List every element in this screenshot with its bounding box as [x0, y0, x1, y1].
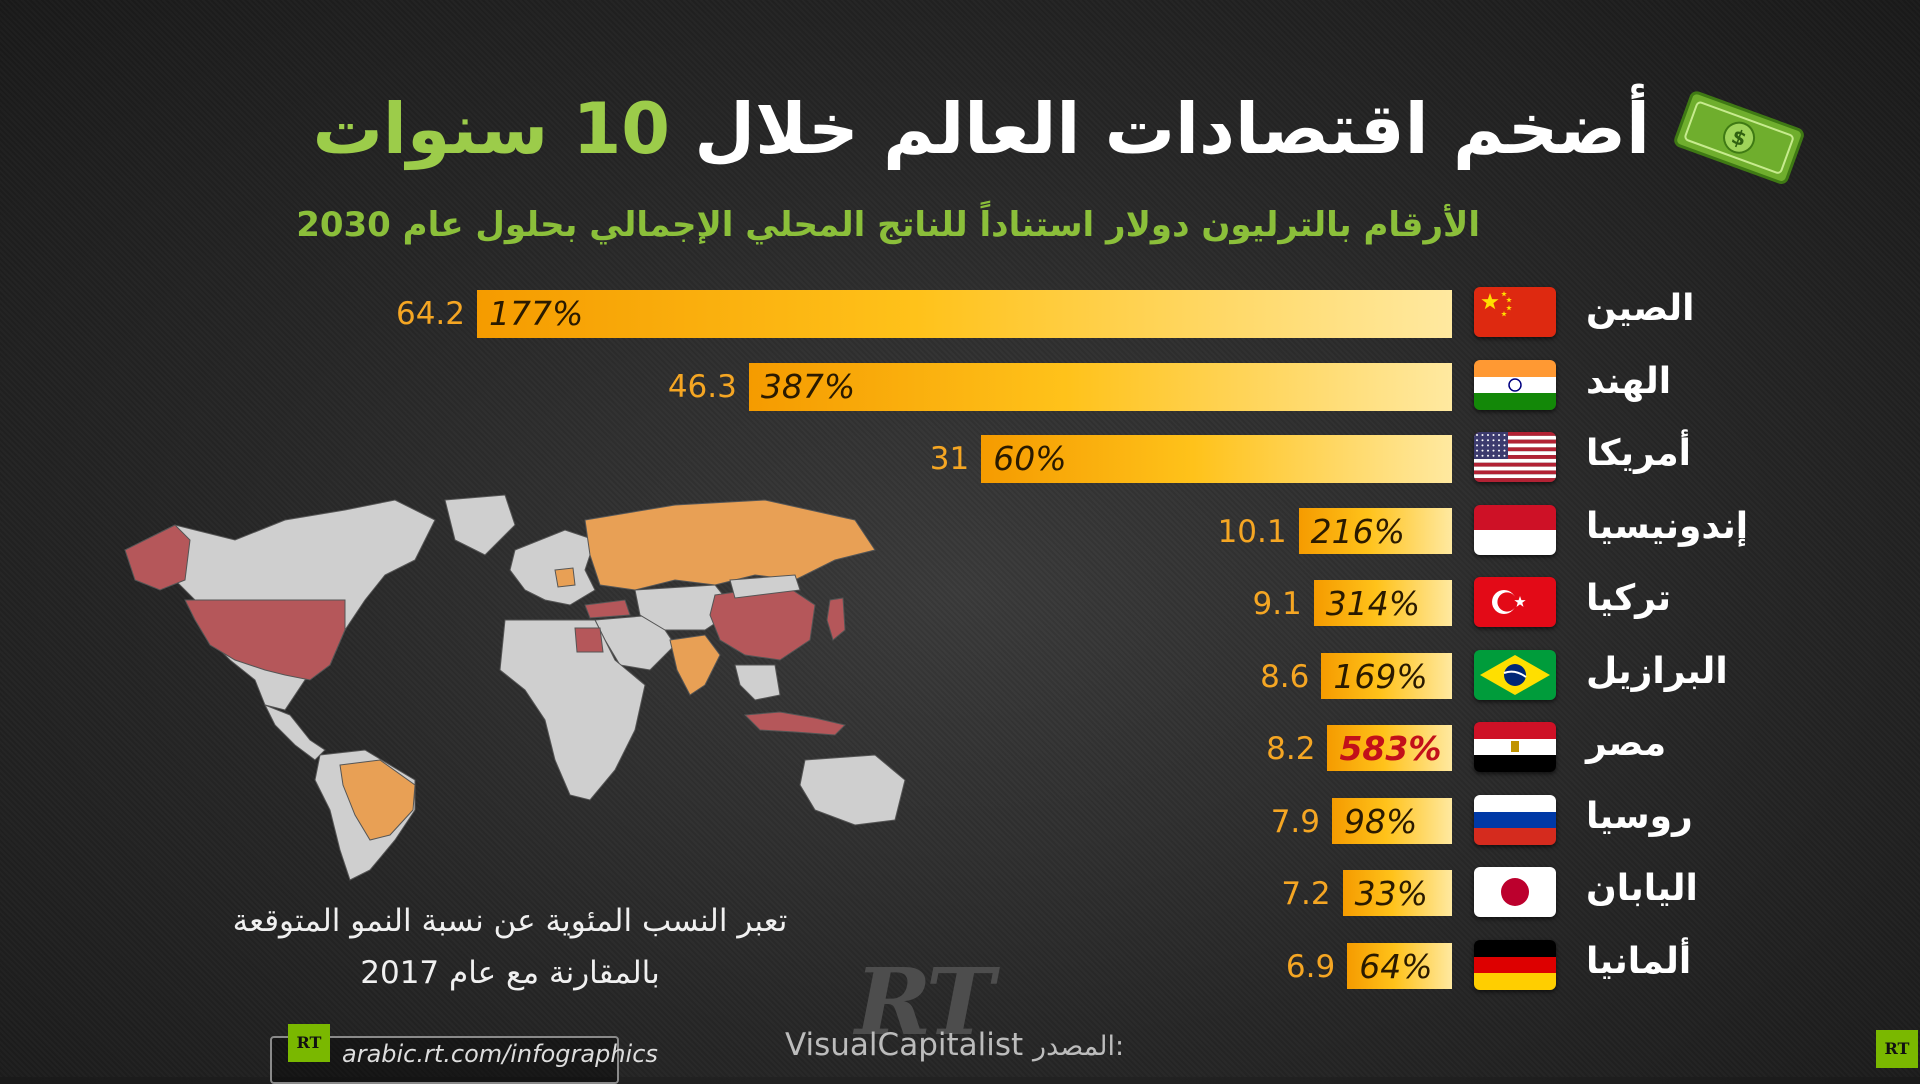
japan-flag-icon — [1474, 867, 1556, 917]
bar-7 — [1332, 797, 1452, 844]
country-label: اليابان — [1586, 868, 1698, 909]
money-icon: $ — [1674, 91, 1804, 184]
value-label: 7.2 — [1281, 876, 1331, 912]
note-line-1: تعبر النسب المئوية عن نسبة النمو المتوقع… — [232, 903, 788, 939]
map-japan — [826, 597, 846, 641]
growth-note: تعبر النسب المئوية عن نسبة النمو المتوقع… — [210, 895, 810, 999]
growth-label: 169% — [1333, 656, 1428, 696]
bar-2 — [981, 435, 1452, 483]
source-label: المصدر: — [1033, 1031, 1125, 1062]
map-europe — [509, 529, 596, 606]
value-label: 31 — [929, 441, 970, 477]
map-usa — [184, 599, 346, 681]
rt-corner-icon: RT — [1876, 1030, 1918, 1068]
source-name: VisualCapitalist — [785, 1027, 1024, 1063]
map-egypt — [574, 627, 604, 653]
country-label: ألمانيا — [1586, 940, 1692, 982]
bar-6 — [1327, 725, 1452, 771]
country-label: الصين — [1586, 288, 1695, 329]
country-label: تركيا — [1586, 578, 1672, 619]
growth-label: 216% — [1310, 511, 1405, 551]
growth-label: 64% — [1359, 946, 1433, 986]
india-flag-icon — [1474, 359, 1556, 410]
map-mongolia — [729, 574, 801, 599]
value-label: 7.9 — [1270, 803, 1321, 840]
growth-label: 314% — [1325, 584, 1421, 623]
bar-5 — [1321, 652, 1452, 699]
country-label: إندونيسيا — [1586, 505, 1749, 547]
value-label: 8.6 — [1260, 658, 1310, 695]
bar-4 — [1313, 580, 1452, 626]
germany-flag-icon — [1474, 939, 1556, 990]
growth-label: 98% — [1344, 801, 1418, 841]
map-brazil — [339, 759, 416, 841]
value-label: 9.1 — [1252, 586, 1302, 622]
map-turkey — [584, 599, 631, 619]
egypt-flag-icon — [1474, 722, 1556, 772]
growth-label: 177% — [489, 294, 584, 333]
usa-flag-icon — [1474, 432, 1556, 482]
country-label: الهند — [1586, 360, 1672, 402]
rt-logo: RT — [855, 948, 994, 1056]
map-central-asia — [634, 584, 736, 631]
note-line-2: بالمقارنة مع عام 2017 — [360, 955, 660, 991]
infographics-url[interactable]: arabic.rt.com/infographics — [342, 1040, 658, 1068]
map-germany — [554, 567, 576, 588]
bar-0 — [477, 290, 1452, 338]
source-credit: VisualCapitalist المصدر: — [785, 1027, 1124, 1063]
value-label: 8.2 — [1266, 731, 1316, 767]
map-indonesia — [743, 711, 846, 736]
russia-flag-icon — [1474, 794, 1556, 845]
growth-label: 33% — [1354, 874, 1428, 913]
growth-label: 60% — [993, 439, 1067, 478]
map-alaska — [124, 524, 191, 591]
brazil-flag-icon — [1474, 649, 1556, 700]
map-africa — [499, 619, 646, 801]
growth-label: 387% — [760, 366, 856, 406]
value-label: 46.3 — [667, 368, 737, 405]
bar-1 — [748, 362, 1452, 411]
map-australia — [799, 754, 906, 826]
map-central-america — [263, 704, 326, 761]
bar-3 — [1298, 507, 1452, 554]
country-label: البرازيل — [1586, 650, 1728, 692]
map-greenland — [444, 494, 516, 556]
turkey-flag-icon — [1474, 577, 1556, 627]
map-india — [669, 634, 721, 696]
indonesia-flag-icon — [1474, 504, 1556, 555]
bar-9 — [1347, 942, 1452, 989]
rt-badge-icon: RT — [288, 1024, 330, 1062]
map-southeast-asia — [734, 664, 781, 701]
value-label: 64.2 — [395, 296, 465, 332]
title-word: سنوات — [312, 88, 550, 170]
country-label: أمريكا — [1586, 433, 1691, 474]
title-number: 10 — [572, 88, 671, 170]
world-map — [124, 494, 906, 881]
bar-8 — [1342, 870, 1452, 916]
page-title: أضخم اقتصادات العالم خلال 10 سنوات — [312, 88, 1651, 170]
title-main: أضخم اقتصادات العالم خلال — [694, 88, 1651, 170]
china-flag-icon — [1474, 287, 1556, 337]
growth-label: 583% — [1339, 729, 1442, 768]
map-china — [709, 584, 816, 661]
country-label: روسيا — [1586, 795, 1693, 837]
value-label: 10.1 — [1217, 513, 1287, 550]
country-label: مصر — [1586, 723, 1667, 764]
value-label: 6.9 — [1285, 948, 1336, 985]
map-russia — [584, 499, 876, 591]
subtitle: الأرقام بالترليون دولار استناداً للناتج … — [296, 205, 1480, 245]
